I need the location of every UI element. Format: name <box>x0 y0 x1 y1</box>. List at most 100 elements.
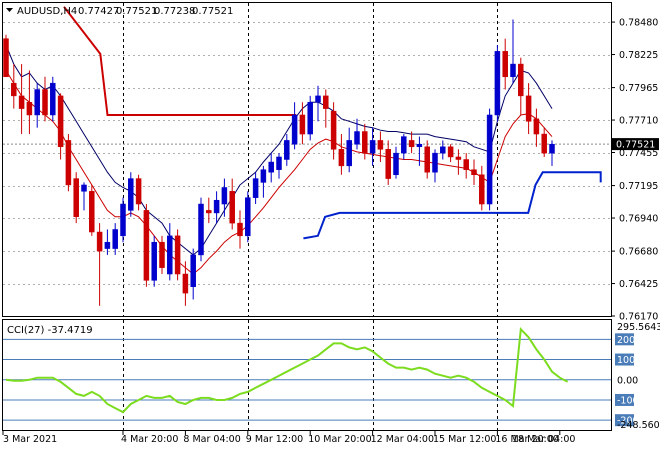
candle <box>221 178 228 217</box>
candle-body <box>510 63 516 78</box>
candle <box>151 235 157 287</box>
candle <box>34 83 40 128</box>
candle-body <box>502 51 508 78</box>
candle <box>237 210 243 249</box>
candle <box>346 127 352 173</box>
candle-body <box>65 140 72 186</box>
candle <box>440 140 446 160</box>
cci-level-label: 100 <box>617 355 635 366</box>
candle-body <box>354 131 360 145</box>
cci-panel-frame <box>2 319 612 431</box>
candle-body <box>385 149 391 179</box>
candle <box>385 140 391 185</box>
price-tick-label: 0.78480 <box>619 18 658 29</box>
blue-step-line <box>303 171 602 240</box>
candle <box>447 144 454 163</box>
symbol-menu-arrow-icon[interactable] <box>6 8 13 12</box>
time-tick-label: 18 Mar 04:00 <box>512 434 575 445</box>
candle <box>174 229 181 281</box>
cci-series-line <box>5 326 569 414</box>
candle-body <box>401 136 407 154</box>
candle-body <box>518 63 524 97</box>
candle <box>135 174 142 211</box>
candle-body <box>299 114 306 135</box>
time-tick-label: 9 Mar 12:00 <box>246 434 303 445</box>
candle-body <box>323 95 329 109</box>
candle-body <box>432 152 438 173</box>
candle-body <box>73 178 79 218</box>
cci-level-label: 200 <box>617 335 635 346</box>
candle-body <box>174 235 181 275</box>
candle <box>182 261 189 306</box>
candle <box>518 57 524 115</box>
candle-body <box>471 169 477 176</box>
time-tick-label: 12 Mar 04:00 <box>371 434 434 445</box>
candle-body <box>549 143 555 154</box>
candle <box>525 83 532 135</box>
candle-body <box>525 95 532 122</box>
candle <box>213 191 220 224</box>
candle-body <box>143 210 150 281</box>
candle-body <box>260 169 267 183</box>
candle-body <box>338 149 345 167</box>
candle <box>401 134 407 160</box>
red-step-line <box>63 6 297 116</box>
candle-body <box>229 191 235 224</box>
price-tick-label: 0.77965 <box>619 83 658 94</box>
candle <box>510 19 516 84</box>
candle <box>112 223 118 255</box>
candle <box>486 108 493 211</box>
candle-body <box>18 95 25 109</box>
candle <box>284 134 290 166</box>
price-tick-label: 0.77455 <box>619 148 658 159</box>
candle <box>252 172 259 205</box>
candle <box>354 118 360 150</box>
candle-body <box>151 241 157 281</box>
candle <box>143 204 150 287</box>
time-tick-label: 10 Mar 20:00 <box>308 434 371 445</box>
candle-body <box>315 95 321 103</box>
candle <box>276 153 282 179</box>
candle-body <box>213 199 220 214</box>
candle <box>11 64 17 109</box>
candle-body <box>3 38 9 78</box>
ohlc-open: 0.77427 <box>78 6 119 17</box>
candle <box>549 140 555 166</box>
candle-body <box>284 140 290 160</box>
candle-body <box>128 178 134 211</box>
price-tick-label: 0.77195 <box>619 181 658 192</box>
candle <box>3 34 9 78</box>
price-tick-label: 0.76425 <box>619 279 658 290</box>
candle-body <box>206 210 212 214</box>
candle <box>315 85 321 122</box>
candle-body <box>541 133 547 154</box>
candle <box>268 153 274 183</box>
price-panel-frame <box>2 2 612 317</box>
cci-level-badge <box>615 353 634 366</box>
candle <box>73 172 79 224</box>
candle <box>455 149 462 175</box>
candle-body <box>182 273 189 294</box>
candle-body <box>408 140 415 148</box>
candle <box>96 223 103 306</box>
candle-body <box>221 187 228 205</box>
candle-body <box>190 254 196 287</box>
current-price-label: 0.77521 <box>616 140 655 151</box>
candle-body <box>447 146 454 158</box>
candle-body <box>494 51 501 116</box>
candle <box>120 197 126 243</box>
candle-body <box>533 118 540 135</box>
candle <box>307 95 313 141</box>
candle-body <box>57 95 64 148</box>
candle-body <box>455 156 462 160</box>
candle <box>369 127 376 166</box>
candle <box>65 134 72 192</box>
price-tick-label: 0.76940 <box>619 214 658 225</box>
cci-level-label: -200 <box>617 416 639 427</box>
candle-body <box>346 140 352 167</box>
ohlc-high: 0.77521 <box>116 6 157 17</box>
candle <box>104 229 111 255</box>
price-tick-label: 0.78225 <box>619 50 658 61</box>
